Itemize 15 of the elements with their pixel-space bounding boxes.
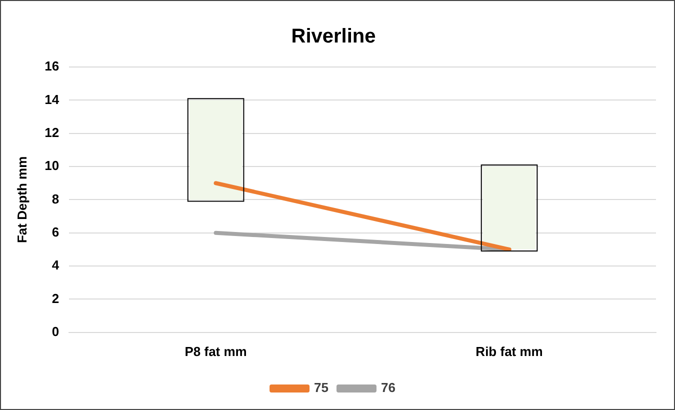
y-tick-label: 16	[44, 58, 60, 74]
legend-label: 75	[314, 380, 329, 396]
y-tick-label: 12	[44, 124, 60, 140]
y-tick-label: 0	[52, 324, 60, 339]
x-tick-label: Rib fat mm	[476, 344, 543, 359]
chart-title: Riverline	[291, 26, 376, 48]
x-tick-label: P8 fat mm	[184, 344, 247, 359]
y-tick-label: 10	[44, 158, 60, 174]
y-tick-label: 8	[52, 191, 60, 206]
y-axis-title: Fat Depth mm	[14, 156, 30, 244]
y-tick-label: 6	[52, 224, 60, 240]
y-tick-label: 2	[52, 290, 60, 306]
y-tick-label: 4	[52, 258, 60, 273]
legend-label: 76	[381, 380, 396, 396]
y-tick-label: 14	[44, 92, 60, 107]
